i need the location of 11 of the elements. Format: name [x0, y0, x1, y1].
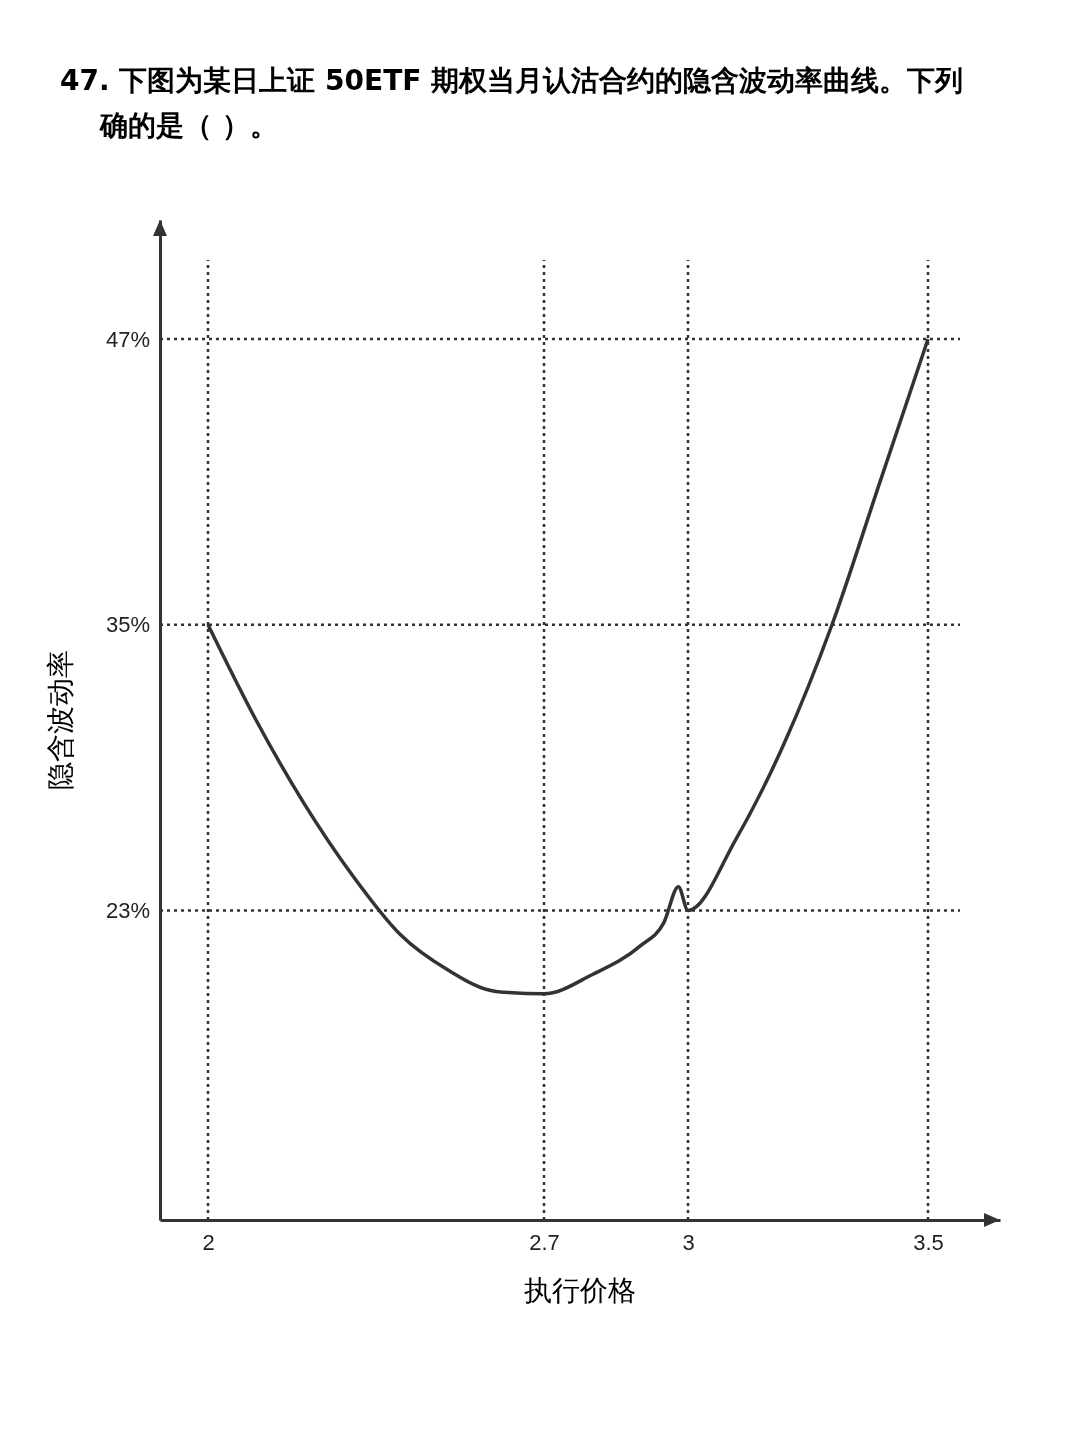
- x-tick-label: 2.7: [529, 1229, 560, 1255]
- chart-title: 47. 下图为某日上证 50ETF 期权当月认沽合约的隐含波动率曲线。下列: [60, 64, 964, 97]
- y-axis-title: 隐含波动率: [44, 650, 77, 790]
- x-tick-label: 3.5: [913, 1229, 944, 1255]
- x-axis-title: 执行价格: [524, 1274, 636, 1307]
- chart-subtitle: 确的是（ ）。: [99, 109, 278, 142]
- x-tick-label: 3: [682, 1229, 695, 1255]
- y-tick-label: 35%: [105, 612, 150, 638]
- y-tick-label: 23%: [105, 898, 150, 924]
- y-tick-label: 47%: [105, 326, 150, 352]
- x-tick-label: 2: [202, 1229, 215, 1255]
